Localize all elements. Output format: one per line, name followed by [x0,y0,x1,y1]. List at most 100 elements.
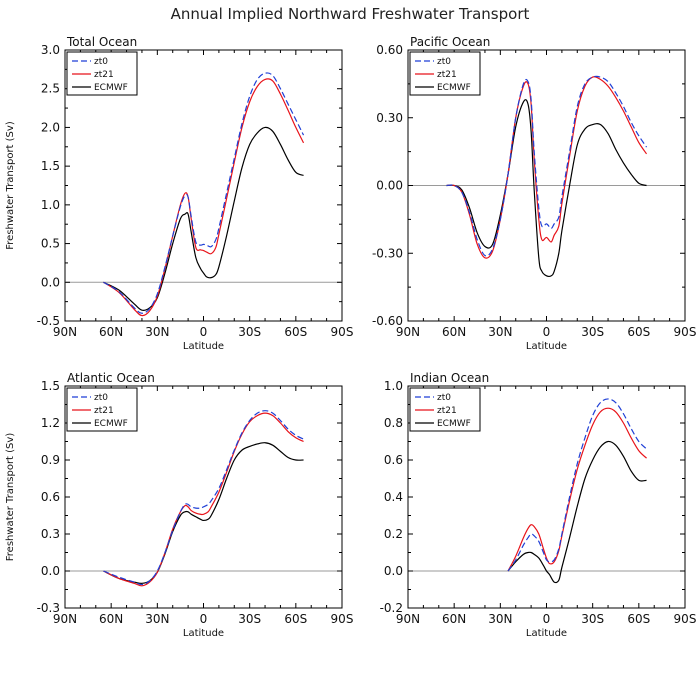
series-line-ecmwf [103,442,304,584]
legend-label-ecmwf: ECMWF [94,83,128,93]
panel-title: Pacific Ocean [410,35,490,49]
y-tick-label: 0.3 [41,527,60,541]
panel-title: Indian Ocean [410,371,489,385]
x-tick-label: 30S [238,612,261,626]
series-line-ecmwf [103,126,304,311]
y-tick-label: 1.5 [41,159,60,173]
x-tick-label: 30N [145,612,169,626]
x-tick-label: 0 [543,325,551,339]
x-tick-label: 60N [99,325,123,339]
x-tick-label: 0 [200,612,208,626]
series-line-ecmwf [446,99,647,277]
y-tick-label: 0.2 [384,527,403,541]
y-tick-label: 0.00 [376,179,403,193]
y-tick-label: 2.5 [41,82,60,96]
series-line-zt21 [507,407,647,572]
legend-label-zt21: zt21 [94,70,114,80]
y-tick-label: -0.5 [37,314,60,328]
panel-indian-ocean: Indian Ocean 90N 60N 30N 0 30S 60S 90S -0.2 0.0 0.… [380,371,697,639]
panels: Total Ocean 90N 60N 30N 0 30S 60S 90S -0.5 0.0 0.5… [5,35,696,639]
y-tick-label: 0.6 [384,453,403,467]
x-tick-label: 90N [396,612,420,626]
x-tick-label: 90S [331,612,354,626]
y-tick-label: 0.0 [41,564,60,578]
y-tick-label: 0.8 [384,416,403,430]
y-tick-label: 0.30 [376,111,403,125]
x-axis-label: Latitude [526,628,567,639]
legend-label-zt21: zt21 [94,406,114,416]
y-tick-label: -0.60 [372,314,403,328]
y-tick-label: 2.0 [41,120,60,134]
x-tick-label: 30N [145,325,169,339]
x-tick-label: 60N [442,325,466,339]
legend-label-zt0: zt0 [94,393,108,403]
x-tick-label: 60N [99,612,123,626]
x-tick-label: 60S [284,325,307,339]
y-axis-label: Freshwater Transport (Sv) [5,433,16,562]
legend-label-zt21: zt21 [437,406,457,416]
legend: zt0 zt21 ECMWF [409,51,481,96]
x-tick-label: 0 [543,612,551,626]
panel-pacific-ocean: Pacific Ocean 90N 60N 30N 0 30S 60S 90S -0.60 -0.… [372,35,697,352]
y-tick-label: 3.0 [41,43,60,57]
x-tick-label: 60S [284,612,307,626]
legend: zt0 zt21 ECMWF [66,51,138,96]
y-tick-label: 0.9 [41,453,60,467]
x-tick-label: 90S [674,612,697,626]
series-line-zt21 [446,76,648,259]
x-tick-label: 90N [53,325,77,339]
x-tick-label: 90S [331,325,354,339]
legend-label-ecmwf: ECMWF [437,419,471,429]
series-line-zt0 [507,398,647,572]
series-line-ecmwf [507,440,647,584]
panel-title: Total Ocean [66,35,137,49]
y-tick-label: -0.3 [37,601,60,615]
x-axis-label: Latitude [183,628,224,639]
figure-title: Annual Implied Northward Freshwater Tran… [171,5,530,23]
series-line-zt21 [103,412,304,587]
series-line-zt0 [446,75,648,257]
x-tick-label: 30S [238,325,261,339]
y-tick-label: 0.4 [384,490,403,504]
x-tick-label: 90N [396,325,420,339]
x-tick-label: 90S [674,325,697,339]
legend: zt0 zt21 ECMWF [409,387,481,432]
y-tick-label: 1.5 [41,379,60,393]
series-line-zt21 [103,78,305,317]
x-axis-label: Latitude [526,341,567,352]
series-line-zt0 [103,72,305,314]
x-tick-label: 90N [53,612,77,626]
x-tick-label: 0 [200,325,208,339]
y-tick-label: 0.5 [41,237,60,251]
legend-label-ecmwf: ECMWF [437,83,471,93]
y-tick-label: 1.0 [384,379,403,393]
y-tick-label: 1.0 [41,198,60,212]
y-tick-label: 1.2 [41,416,60,430]
legend: zt0 zt21 ECMWF [66,387,138,432]
panel-total-ocean: Total Ocean 90N 60N 30N 0 30S 60S 90S -0.5 0.0 0.5… [5,35,353,352]
series-line-zt0 [103,410,304,586]
legend-label-zt0: zt0 [94,57,108,67]
y-tick-label: 0.60 [376,43,403,57]
legend-label-ecmwf: ECMWF [94,419,128,429]
x-tick-label: 30S [581,612,604,626]
y-tick-label: -0.30 [372,246,403,260]
x-axis-label: Latitude [183,341,224,352]
legend-label-zt0: zt0 [437,393,451,403]
x-tick-label: 60S [627,612,650,626]
panel-title: Atlantic Ocean [67,371,155,385]
y-tick-label: 0.6 [41,490,60,504]
x-tick-label: 30N [488,612,512,626]
legend-label-zt0: zt0 [437,57,451,67]
x-tick-label: 30N [488,325,512,339]
panel-atlantic-ocean: Atlantic Ocean 90N 60N 30N 0 30S 60S 90S -0.3 0.0… [5,371,353,639]
legend-label-zt21: zt21 [437,70,457,80]
y-tick-label: 0.0 [41,275,60,289]
x-tick-label: 60S [627,325,650,339]
y-axis-label: Freshwater Transport (Sv) [5,121,16,250]
x-tick-label: 60N [442,612,466,626]
x-tick-label: 30S [581,325,604,339]
y-tick-label: -0.2 [380,601,403,615]
y-tick-label: 0.0 [384,564,403,578]
